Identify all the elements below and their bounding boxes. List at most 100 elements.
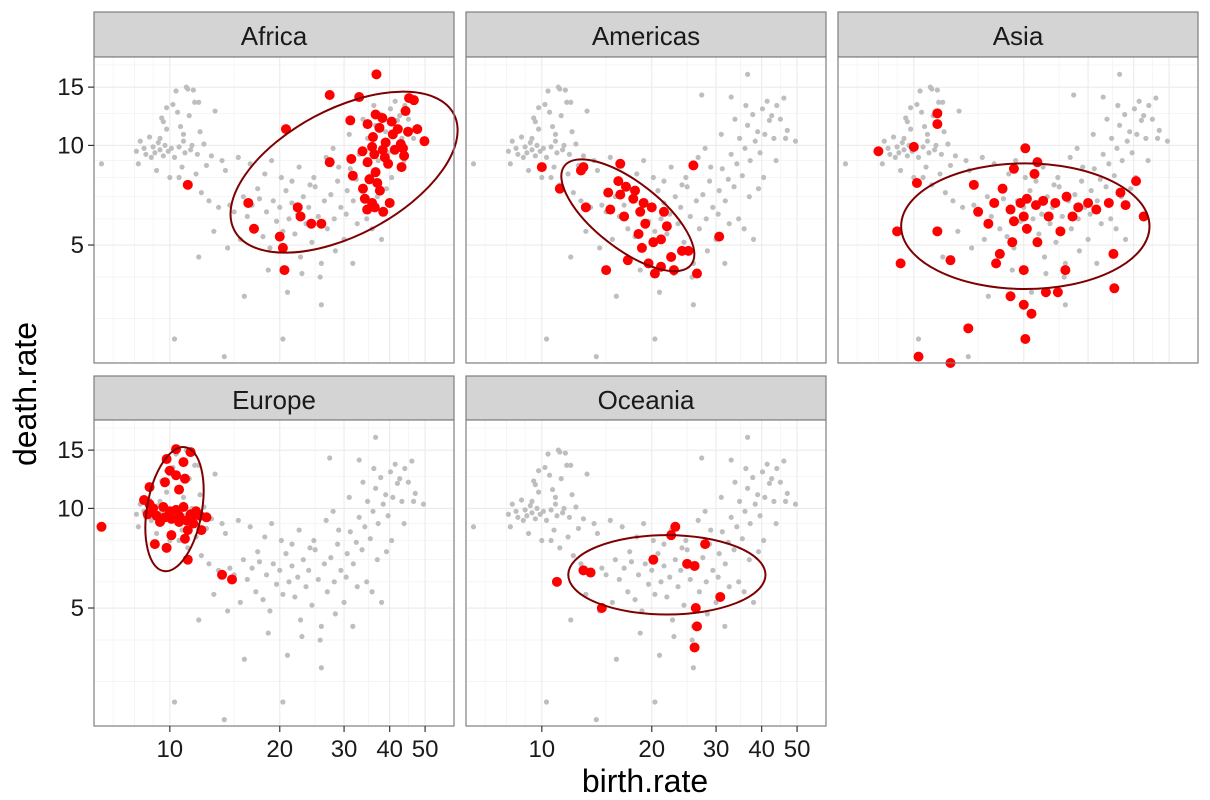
background-point <box>133 511 139 517</box>
background-point <box>373 434 379 440</box>
background-point <box>621 565 627 571</box>
background-point <box>536 126 542 132</box>
background-point <box>899 139 905 146</box>
background-point <box>750 111 756 118</box>
background-point <box>915 336 922 342</box>
background-point <box>241 293 247 299</box>
background-point <box>307 545 313 551</box>
background-point <box>171 154 178 160</box>
background-point <box>515 514 521 520</box>
background-point <box>265 630 271 636</box>
background-point <box>315 213 321 220</box>
background-point <box>655 551 661 557</box>
background-point <box>923 164 929 170</box>
background-point <box>914 101 920 108</box>
highlight-point <box>397 143 408 154</box>
background-point <box>963 157 969 164</box>
y-tick-label: 10 <box>57 132 84 159</box>
background-point <box>542 464 548 471</box>
highlight-point <box>384 197 395 208</box>
highlight-point <box>630 185 641 196</box>
facet-panel-africa: Africa <box>93 11 459 364</box>
background-point <box>311 174 317 181</box>
background-point <box>1062 302 1068 308</box>
background-point <box>696 589 702 595</box>
panel-background <box>94 420 454 726</box>
background-point <box>562 450 568 456</box>
background-point <box>955 228 961 234</box>
background-point <box>718 131 724 137</box>
background-point <box>792 138 799 144</box>
background-point <box>260 597 266 603</box>
background-point <box>513 508 519 514</box>
background-point <box>1088 188 1094 194</box>
background-point <box>599 202 605 208</box>
x-tick-label: 40 <box>748 736 775 763</box>
highlight-point <box>179 473 190 484</box>
background-point <box>356 514 362 520</box>
background-point <box>397 113 403 119</box>
highlight-point <box>188 518 199 529</box>
background-point <box>256 196 263 202</box>
background-point <box>299 633 305 640</box>
highlight-point <box>655 234 666 245</box>
background-point <box>318 665 324 671</box>
background-point <box>945 141 951 147</box>
background-point <box>378 599 385 605</box>
background-point <box>652 591 658 597</box>
highlight-points <box>182 69 430 276</box>
background-point <box>201 141 207 147</box>
highlight-point <box>359 193 370 204</box>
background-point <box>777 479 783 485</box>
background-point <box>652 228 658 234</box>
background-point <box>222 530 229 537</box>
background-point <box>354 584 360 590</box>
background-point <box>146 134 153 140</box>
background-point <box>774 465 780 472</box>
background-point <box>771 498 777 504</box>
background-point <box>1117 122 1123 128</box>
background-point <box>148 517 154 523</box>
background-point <box>667 574 673 580</box>
background-point <box>196 617 202 623</box>
background-point <box>609 236 615 242</box>
background-point <box>708 164 714 170</box>
background-point <box>568 617 574 623</box>
background-point <box>507 524 513 530</box>
confidence-ellipse <box>567 534 767 616</box>
background-point <box>784 490 790 497</box>
background-point <box>741 589 747 595</box>
background-point <box>1098 221 1104 227</box>
background-point <box>679 545 685 551</box>
background-point <box>658 216 664 222</box>
background-point <box>934 87 940 93</box>
background-point <box>942 190 948 196</box>
background-point <box>1136 98 1142 104</box>
background-point <box>678 204 684 210</box>
highlight-point <box>369 149 380 160</box>
background-point <box>1040 164 1046 170</box>
x-tick-label: 10 <box>528 736 555 763</box>
background-point <box>385 513 391 519</box>
background-point <box>297 617 304 623</box>
background-point <box>522 144 528 150</box>
background-point <box>1033 178 1039 184</box>
highlight-point <box>357 183 368 194</box>
highlight-point <box>171 470 182 481</box>
background-point <box>225 608 231 614</box>
background-point <box>160 119 166 125</box>
background-point <box>1145 157 1151 164</box>
highlight-point <box>648 554 659 565</box>
highlight-point <box>174 484 185 495</box>
background-point <box>702 145 708 151</box>
facet-strip-label: Oceania <box>598 385 695 415</box>
background-point <box>410 135 417 141</box>
highlight-point <box>345 115 356 126</box>
background-point <box>240 557 246 563</box>
background-point <box>324 589 330 595</box>
background-point <box>197 129 203 135</box>
x-tick-label: 50 <box>412 736 439 763</box>
background-point <box>842 161 849 167</box>
background-point <box>1053 239 1059 245</box>
highlight-point <box>1060 265 1071 276</box>
